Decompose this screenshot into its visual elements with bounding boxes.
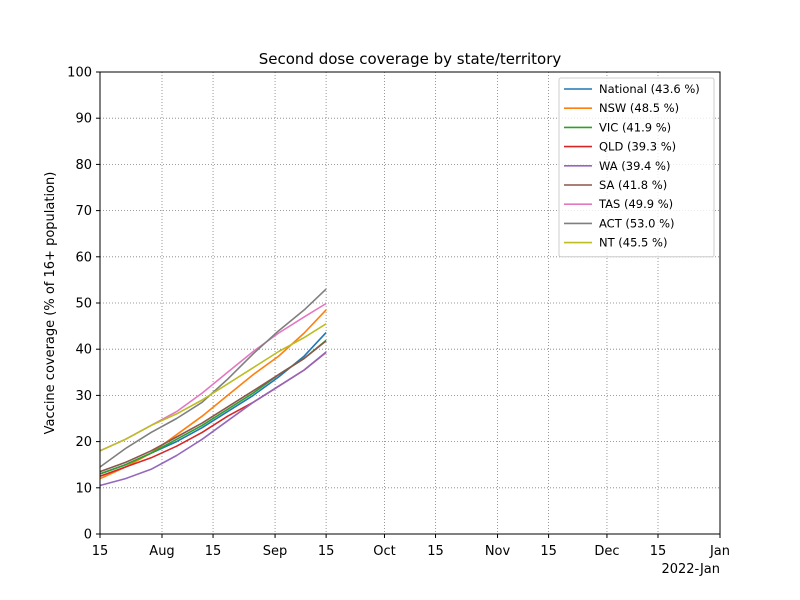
y-tick-label: 30 <box>75 389 92 404</box>
chart-title: Second dose coverage by state/territory <box>259 50 562 68</box>
y-tick-label: 70 <box>75 204 92 219</box>
x-tick-label: 15 <box>205 544 222 559</box>
y-axis: 0 10 20 30 40 50 60 70 80 90 100 <box>67 66 100 543</box>
x-axis-offset-label: 2022-Jan <box>661 562 720 577</box>
legend-entry: VIC (41.9 %) <box>599 120 671 134</box>
y-tick-label: 100 <box>67 66 92 81</box>
series-line-5 <box>99 340 327 473</box>
x-tick-label: 15 <box>318 544 335 559</box>
x-tick-label: Aug <box>149 544 174 559</box>
legend-entry: NSW (48.5 %) <box>599 101 679 115</box>
legend: National (43.6 %) NSW (48.5 %) VIC (41.9 %… <box>558 77 715 258</box>
y-axis-label: Vaccine coverage (% of 16+ population) <box>43 172 58 435</box>
x-tick-label: Sep <box>263 544 288 559</box>
x-tick-label: Nov <box>485 544 511 559</box>
legend-entry: SA (41.8 %) <box>599 178 667 192</box>
series-line-8 <box>99 323 327 452</box>
x-tick-label: Dec <box>594 544 619 559</box>
x-tick-label: 15 <box>92 544 109 559</box>
x-tick-label: 15 <box>427 544 444 559</box>
y-tick-label: 60 <box>75 250 92 265</box>
series-line-7 <box>99 288 327 468</box>
y-tick-label: 40 <box>75 343 92 358</box>
y-tick-label: 20 <box>75 435 92 450</box>
x-tick-label: 15 <box>650 544 667 559</box>
legend-box <box>558 77 715 258</box>
legend-entry: QLD (39.3 %) <box>599 140 676 154</box>
legend-entry: NT (45.5 %) <box>599 236 667 250</box>
y-tick-label: 0 <box>84 528 92 543</box>
legend-entry: ACT (53.0 %) <box>599 216 675 230</box>
x-tick-label: Jan <box>709 544 730 559</box>
y-tick-label: 50 <box>75 297 92 312</box>
x-axis: 15 Aug 15 Sep 15 Oct 15 Nov 15 Dec 15 Jan <box>92 534 730 559</box>
legend-entry: TAS (49.9 %) <box>598 197 673 211</box>
series-lines <box>99 288 327 487</box>
y-tick-label: 80 <box>75 158 92 173</box>
legend-entry: WA (39.4 %) <box>599 159 670 173</box>
x-tick-label: 15 <box>540 544 557 559</box>
y-tick-label: 90 <box>75 112 92 127</box>
series-line-4 <box>99 351 327 487</box>
x-tick-label: Oct <box>373 544 395 559</box>
y-tick-label: 10 <box>75 481 92 496</box>
legend-entry: National (43.6 %) <box>599 82 700 96</box>
